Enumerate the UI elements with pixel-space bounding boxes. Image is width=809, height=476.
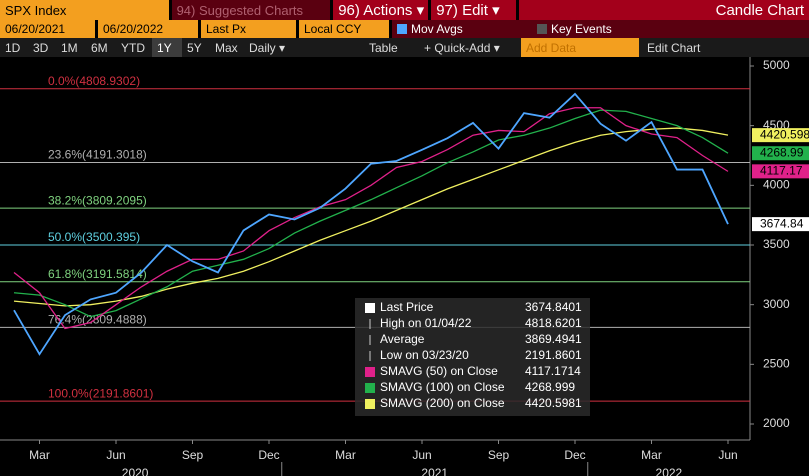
key-events[interactable]: Key Events <box>532 20 809 38</box>
y-tick-label: 4000 <box>763 178 790 192</box>
frequency-menu[interactable]: Daily ▾ <box>249 40 286 55</box>
title-bar: SPX Index 94) Suggested Charts 96) Actio… <box>0 0 809 20</box>
x-tick-label: Mar <box>335 448 356 462</box>
edit-menu[interactable]: 97) Edit ▾ <box>431 0 516 20</box>
legend-label: SMAVG (100) on Close <box>380 380 505 394</box>
security-field[interactable]: SPX Index <box>0 0 169 20</box>
fib-label: 50.0%(3500.395) <box>48 230 140 244</box>
suggested-charts[interactable]: 94) Suggested Charts <box>171 0 331 20</box>
price-tag <box>752 128 809 143</box>
settings-bar: 06/20/2021 06/20/2022 Last Px Local CCY … <box>0 20 809 38</box>
legend-label: High on 01/04/22 <box>380 316 472 330</box>
mov-avgs[interactable]: Mov Avgs <box>392 20 532 38</box>
legend-swatch <box>365 303 375 313</box>
legend-label: Last Price <box>380 300 434 314</box>
fib-label: 100.0%(2191.8601) <box>48 386 153 400</box>
fib-label: 23.6%(4191.3018) <box>48 148 147 162</box>
period-button[interactable]: 3D <box>33 40 49 55</box>
start-date[interactable]: 06/20/2021 <box>0 20 95 38</box>
legend-value: 3674.8401 <box>525 300 582 314</box>
x-tick-label: Jun <box>412 448 431 462</box>
period-bar: 1D 3D 1M 6M YTD 1Y 5Y Max Daily ▾ Table + Quick-Ad… <box>0 38 809 57</box>
add-data-field[interactable]: Add Data <box>521 38 639 57</box>
fib-label: 61.8%(3191.5814) <box>48 267 147 281</box>
label: Key Events <box>551 22 612 36</box>
label: Mov Avgs <box>411 22 463 36</box>
actions-menu[interactable]: 96) Actions ▾ <box>333 0 429 20</box>
x-tick-label: Dec <box>564 448 585 462</box>
end-date[interactable]: 06/20/2022 <box>98 20 198 38</box>
series-line <box>13 127 729 307</box>
period-button[interactable]: 1D <box>5 40 21 55</box>
checkbox[interactable] <box>537 24 547 34</box>
series-line <box>13 107 729 330</box>
legend-label: SMAVG (50) on Close <box>380 364 498 378</box>
x-tick-label: Mar <box>29 448 50 462</box>
year-label: 2022 <box>656 466 683 476</box>
legend-swatch <box>365 367 375 377</box>
y-tick-label: 2000 <box>763 416 790 430</box>
x-tick-label: Mar <box>641 448 662 462</box>
legend-swatch <box>365 383 375 393</box>
edit-chart[interactable]: Edit Chart <box>647 40 701 55</box>
series-line <box>13 92 729 356</box>
currency[interactable]: Local CCY <box>299 20 389 38</box>
y-tick-label: 3000 <box>763 297 790 311</box>
price-tag <box>752 164 809 179</box>
y-tick-label: 3500 <box>763 237 790 251</box>
x-tick-label: Sep <box>488 448 510 462</box>
legend-box <box>355 298 590 416</box>
price-tag <box>752 217 809 232</box>
year-label: 2021 <box>421 466 448 476</box>
legend-label: Average <box>380 332 425 346</box>
checkbox[interactable] <box>397 24 407 34</box>
period-button[interactable]: 1M <box>61 40 78 55</box>
period-button[interactable]: YTD <box>121 40 145 55</box>
legend-value: 2191.8601 <box>525 348 582 362</box>
legend-value: 4818.6201 <box>525 316 582 330</box>
x-tick-label: Dec <box>258 448 279 462</box>
x-tick-label: Sep <box>182 448 204 462</box>
legend-value: 4117.1714 <box>525 364 581 378</box>
fib-label: 76.4%(2809.4888) <box>48 313 147 327</box>
y-tick-label: 5000 <box>763 58 790 72</box>
price-tag-label: 3674.84 <box>760 216 804 230</box>
period-button[interactable]: Max <box>215 40 238 55</box>
price-field[interactable]: Last Px <box>201 20 296 38</box>
legend-swatch <box>365 399 375 409</box>
period-button[interactable]: 5Y <box>187 40 202 55</box>
series-line <box>13 109 729 318</box>
price-tag-label: 4117.17 <box>760 164 803 178</box>
legend-value: 4268.999 <box>525 380 575 394</box>
fib-label: 0.0%(4808.9302) <box>48 74 140 88</box>
price-tag-label: 4420.598 <box>760 127 809 141</box>
quick-add[interactable]: + Quick-Add ▾ <box>424 40 500 55</box>
x-tick-label: Jun <box>106 448 125 462</box>
price-tag-label: 4268.99 <box>760 145 804 159</box>
legend-value: 3869.4941 <box>525 332 582 346</box>
period-button[interactable]: 1Y <box>152 38 182 57</box>
x-tick-label: Jun <box>718 448 737 462</box>
legend-label: SMAVG (200) on Close <box>380 396 505 410</box>
period-button[interactable]: 6M <box>91 40 108 55</box>
chart-type[interactable]: Candle Chart <box>518 0 809 20</box>
legend-label: Low on 03/23/20 <box>380 348 469 362</box>
price-tag <box>752 146 809 161</box>
legend-value: 4420.5981 <box>525 396 582 410</box>
y-tick-label: 2500 <box>763 357 790 371</box>
year-label: 2020 <box>122 466 149 476</box>
chart: 20002500300035004000450050000.0%(4808.93… <box>0 57 809 476</box>
table-button[interactable]: Table <box>369 40 398 55</box>
fib-label: 38.2%(3809.2095) <box>48 193 147 207</box>
